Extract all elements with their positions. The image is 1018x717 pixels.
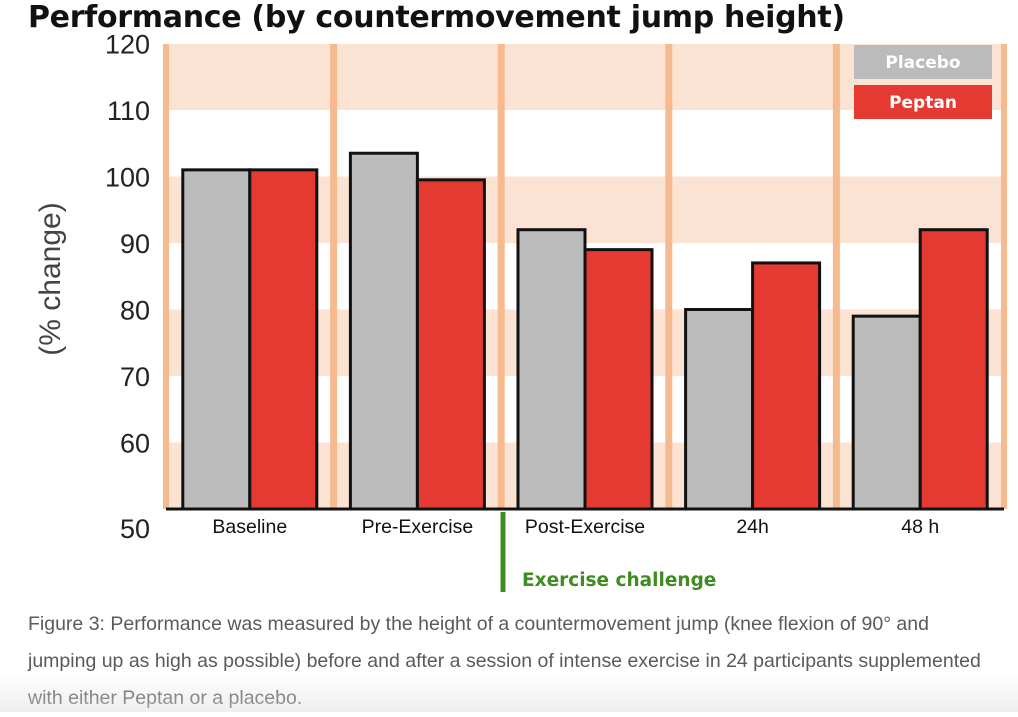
bar-peptan-48-h — [918, 228, 989, 511]
legend-label-placebo: Placebo — [885, 53, 960, 73]
y-tick-label: 60 — [120, 429, 150, 459]
y-tick-label: 70 — [120, 362, 150, 392]
x-tick-label: Post-Exercise — [525, 516, 645, 538]
bar-peptan-24h — [751, 261, 822, 511]
y-tick-label: 100 — [105, 163, 150, 193]
y-axis-label: (% change) — [34, 202, 67, 355]
legend-swatch-peptan — [854, 85, 992, 119]
y-tick-label: 120 — [105, 30, 150, 60]
legend: Placebo Peptan — [854, 45, 992, 119]
y-tick-label: 50 — [120, 514, 150, 544]
bar-placebo-24h — [684, 308, 755, 511]
legend-swatch-placebo — [854, 45, 992, 79]
x-tick-label: 24h — [736, 516, 769, 538]
category-dividers — [163, 44, 1007, 509]
category-divider — [330, 44, 338, 509]
x-tick-label: 48 h — [901, 516, 939, 538]
category-divider — [665, 44, 673, 509]
bar-placebo-pre-exercise — [348, 151, 419, 511]
y-tick-label: 80 — [120, 296, 150, 326]
figure-caption: Figure 3: Performance was measured by th… — [28, 613, 981, 709]
category-divider — [1001, 44, 1007, 509]
x-tick-label: Pre-Exercise — [362, 516, 474, 538]
x-tick-labels: Baseline Pre-Exercise Post-Exercise 24h 48 h — [212, 516, 939, 538]
bar-placebo-post-exercise — [516, 228, 587, 511]
bar-placebo-baseline — [181, 168, 252, 511]
bar-chart: 50 60 70 80 90 100 110 120 Baseline Pre-Exercise… — [34, 30, 1007, 592]
chart-title: Performance (by countermovement jump hei… — [28, 0, 845, 35]
bar-placebo-48-h — [851, 314, 922, 511]
bars — [181, 151, 989, 511]
y-tick-label: 110 — [107, 96, 150, 126]
category-divider — [163, 44, 169, 509]
exercise-challenge-label: Exercise challenge — [522, 570, 716, 591]
bar-peptan-baseline — [248, 168, 319, 511]
x-tick-label: Baseline — [212, 516, 287, 538]
bar-peptan-pre-exercise — [415, 178, 486, 511]
category-divider — [497, 44, 505, 509]
bar-peptan-post-exercise — [583, 248, 654, 511]
y-tick-label: 90 — [120, 229, 150, 259]
legend-label-peptan: Peptan — [889, 93, 957, 113]
category-divider — [832, 44, 840, 509]
y-tick-labels: 50 60 70 80 90 100 110 120 — [105, 30, 150, 545]
